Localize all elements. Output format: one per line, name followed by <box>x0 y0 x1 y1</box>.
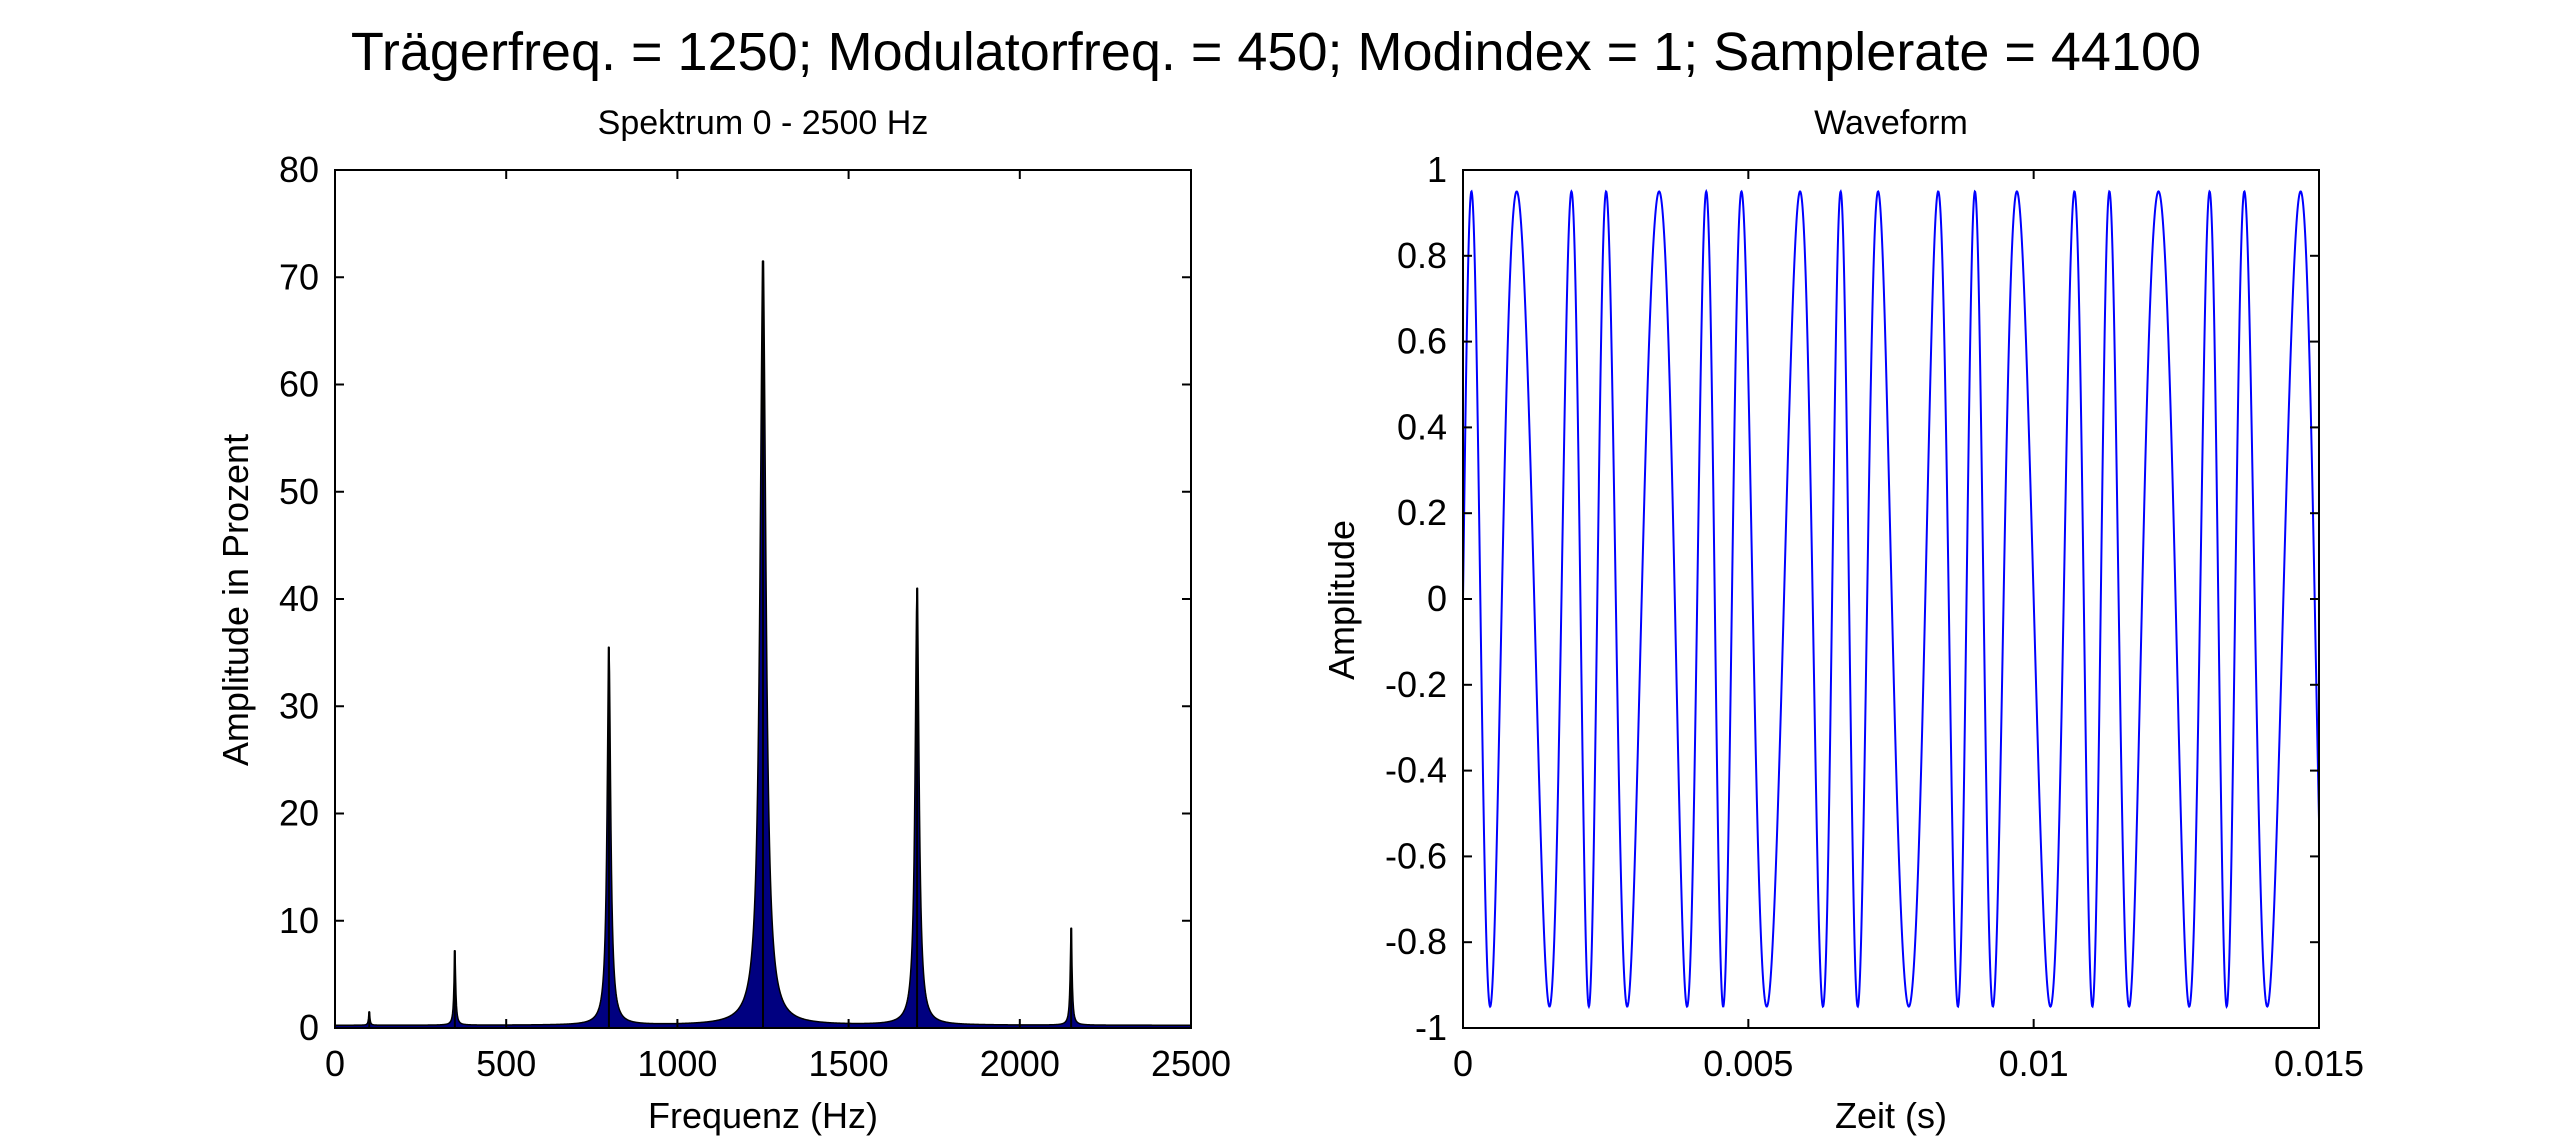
waveform-xtick-label: 0.015 <box>2274 1043 2364 1084</box>
waveform-axes-box <box>1462 169 2320 1029</box>
waveform-ylabel: Amplitude <box>1321 520 1362 680</box>
waveform-ytick-label: -0.2 <box>1385 664 1447 705</box>
waveform-plot-area <box>1462 188 2320 1010</box>
waveform-ytick-label: -1 <box>1415 1007 1447 1048</box>
spectrum-xtick-label: 1000 <box>637 1043 717 1084</box>
waveform-xlabel: Zeit (s) <box>1835 1095 1947 1136</box>
spectrum-ytick-label: 50 <box>279 471 319 512</box>
spectrum-xtick-label: 500 <box>476 1043 536 1084</box>
spectrum-plot-area <box>334 260 1192 1029</box>
spectrum-xtick-label: 1500 <box>809 1043 889 1084</box>
spectrum-ytick-label: 80 <box>279 149 319 190</box>
waveform-ytick-label: 0.6 <box>1397 321 1447 362</box>
waveform-xtick-label: 0.005 <box>1703 1043 1793 1084</box>
spectrum-panel: Spektrum 0 - 2500 Hz Frequenz (Hz) Ampli… <box>215 104 1231 1136</box>
spectrum-ytick-label: 20 <box>279 793 319 834</box>
spectrum-axes-box <box>334 169 1192 1029</box>
spectrum-ytick-label: 10 <box>279 900 319 941</box>
figure-suptitle: Trägerfreq. = 1250; Modulatorfreq. = 450… <box>351 22 2201 82</box>
spectrum-ylabel: Amplitude in Prozent <box>215 434 256 766</box>
waveform-ytick-label: -0.6 <box>1385 835 1447 876</box>
waveform-ytick-label: 0 <box>1427 578 1447 619</box>
waveform-ytick-label: -0.8 <box>1385 921 1447 962</box>
waveform-ytick-label: 0.8 <box>1397 235 1447 276</box>
waveform-axes: 0 0.005 0.01 0.015 -1 -0.8 -0.6 -0.4 -0.2 0 0.2 0.4… <box>1385 149 2364 1084</box>
spectrum-xlabel: Frequenz (Hz) <box>648 1095 878 1136</box>
waveform-xtick-label: 0 <box>1453 1043 1473 1084</box>
waveform-title: Waveform <box>1814 104 1968 142</box>
spectrum-ytick-label: 0 <box>299 1007 319 1048</box>
waveform-xtick-label: 0.01 <box>1999 1043 2069 1084</box>
waveform-ytick-label: 0.2 <box>1397 492 1447 533</box>
waveform-panel: Waveform Zeit (s) Amplitude 0 0.005 0.01 0.… <box>1321 104 2364 1136</box>
spectrum-title: Spektrum 0 - 2500 Hz <box>598 104 929 142</box>
waveform-ytick-label: -0.4 <box>1385 750 1447 791</box>
spectrum-ytick-label: 40 <box>279 578 319 619</box>
spectrum-xtick-label: 0 <box>325 1043 345 1084</box>
spectrum-ytick-label: 60 <box>279 364 319 405</box>
spectrum-axes: 0 500 1000 1500 2000 2500 0 10 20 30 40 50 60 70 80 <box>279 149 1231 1084</box>
waveform-ytick-label: 0.4 <box>1397 406 1447 447</box>
spectrum-xtick-label: 2000 <box>980 1043 1060 1084</box>
spectrum-ytick-label: 30 <box>279 685 319 726</box>
spectrum-xtick-label: 2500 <box>1151 1043 1231 1084</box>
waveform-ytick-label: 1 <box>1427 149 1447 190</box>
spectrum-ytick-label: 70 <box>279 256 319 297</box>
waveform-line <box>1462 188 2320 1010</box>
